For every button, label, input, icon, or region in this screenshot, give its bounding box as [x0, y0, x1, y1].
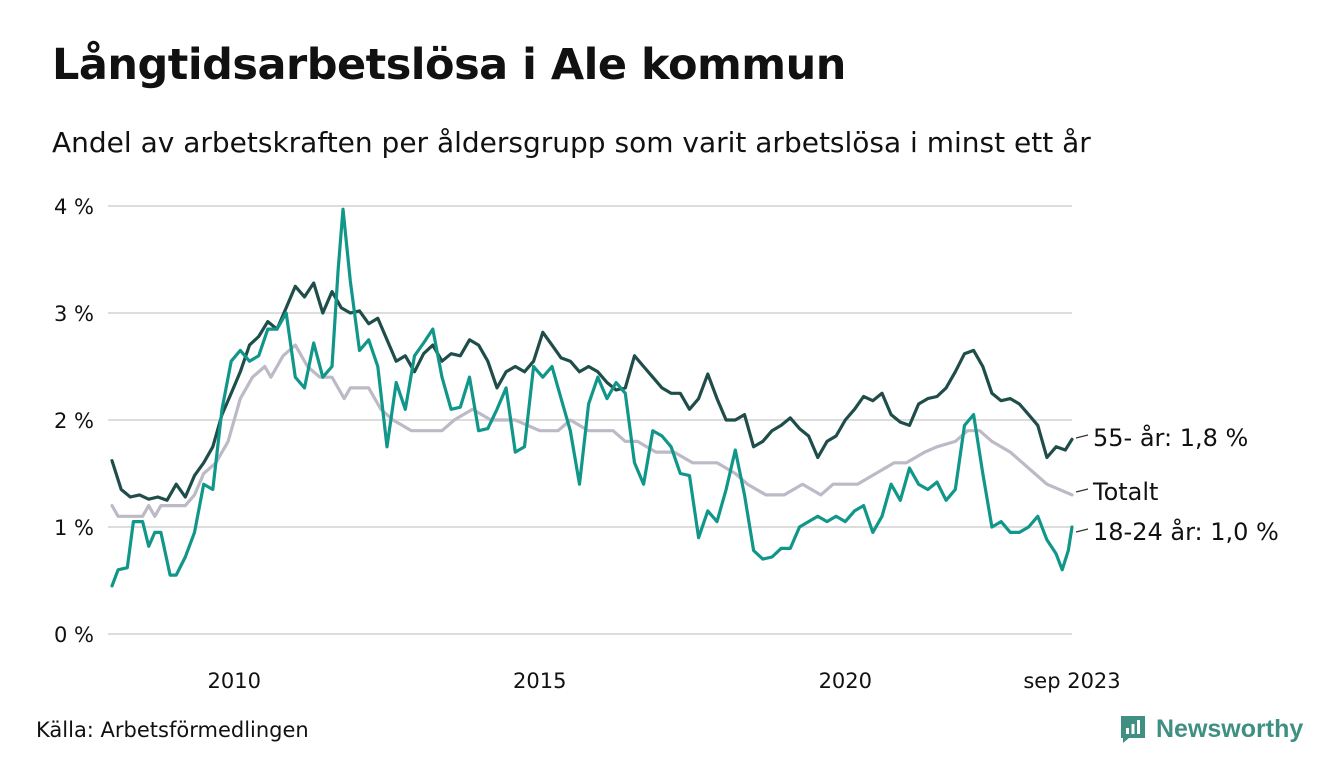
series-end-label: Totalt [1092, 478, 1158, 506]
x-tick-label: sep 2023 [1023, 669, 1120, 693]
x-tick-label: 2020 [819, 669, 872, 693]
chart-title: Långtidsarbetslösa i Ale kommun [52, 40, 846, 90]
y-tick-label: 3 % [54, 302, 94, 326]
brand-name: Newsworthy [1156, 714, 1304, 743]
gridlines [108, 205, 1072, 635]
series-end-label: 55- år: 1,8 % [1093, 423, 1248, 452]
chart-subtitle: Andel av arbetskraften per åldersgrupp s… [52, 126, 1091, 159]
x-tick-label: 2010 [207, 669, 260, 693]
line-chart: 0 % 1 % 2 % 3 % 4 % 2010 2015 2020 sep 2023 Tot… [54, 195, 1279, 693]
series-end-labels: Totalt 55- år: 1,8 % 18-24 år: 1,0 % [1075, 423, 1279, 546]
y-tick-label: 4 % [54, 195, 94, 219]
series-line-totalt [110, 343, 1074, 518]
x-tick-label: 2015 [513, 669, 566, 693]
x-axis-ticks: 2010 2015 2020 sep 2023 [207, 669, 1120, 693]
y-tick-label: 2 % [54, 409, 94, 433]
newsworthy-logo-icon [1121, 716, 1145, 743]
series-line-18-24-r [110, 207, 1074, 588]
series-line-55-r [110, 281, 1074, 502]
y-axis-ticks: 0 % 1 % 2 % 3 % 4 % [54, 195, 94, 647]
y-tick-label: 0 % [54, 623, 94, 647]
label-leader-line [1075, 434, 1089, 439]
newsworthy-logo[interactable]: Newsworthy [1118, 714, 1303, 744]
label-leader-line [1075, 488, 1089, 493]
y-tick-label: 1 % [54, 516, 94, 540]
series-lines [110, 207, 1074, 588]
source-note: Källa: Arbetsförmedlingen [36, 718, 309, 742]
label-leader-line [1075, 528, 1089, 533]
series-end-label: 18-24 år: 1,0 % [1093, 517, 1279, 546]
